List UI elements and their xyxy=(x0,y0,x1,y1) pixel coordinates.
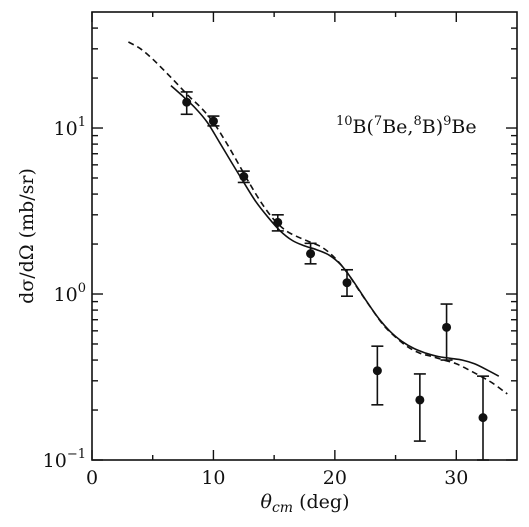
data-point-group xyxy=(207,115,220,127)
x-axis-label: θcm (deg) xyxy=(260,491,349,516)
data-point-group xyxy=(304,242,317,265)
data-point xyxy=(306,249,316,259)
data-point-group xyxy=(371,345,384,406)
y-tick-label-exponent: 0 xyxy=(78,281,86,296)
annotation-superscript: 10 xyxy=(336,114,353,129)
model-curves xyxy=(128,41,508,395)
data-point xyxy=(342,278,352,288)
axis-ticks xyxy=(91,12,517,461)
data-point-group xyxy=(271,214,284,232)
data-point xyxy=(208,116,218,126)
data-point xyxy=(478,413,488,423)
data-point-group xyxy=(237,170,250,184)
plot-frame xyxy=(91,11,518,461)
data-point-group xyxy=(341,268,353,298)
reaction-annotation: 10B(7Be,8B)9Be xyxy=(336,114,477,138)
y-tick-label-base: 10 xyxy=(43,450,67,472)
annotation-superscript: 7 xyxy=(374,114,382,129)
x-tick-label: 10 xyxy=(201,467,225,489)
y-tick-label: 10−1 xyxy=(43,447,86,472)
annotation-superscript: 8 xyxy=(413,114,421,129)
solid-model-curve xyxy=(170,84,500,377)
data-point xyxy=(273,217,283,227)
annotation-text: B( xyxy=(353,116,374,138)
data-point xyxy=(239,172,249,182)
data-point-group xyxy=(477,375,489,461)
y-tick-label-base: 10 xyxy=(54,118,78,140)
x-axis-label-subscript: cm xyxy=(272,500,293,516)
y-tick-label-base: 10 xyxy=(54,284,78,306)
data-point-group xyxy=(413,373,426,442)
y-tick-label: 100 xyxy=(54,281,86,306)
data-point xyxy=(442,322,452,332)
x-axis-label-unit: (deg) xyxy=(293,491,349,513)
data-point-group xyxy=(440,303,453,361)
data-point xyxy=(372,366,382,376)
annotation-text: Be, xyxy=(382,116,413,138)
y-tick-label-exponent: 1 xyxy=(78,115,86,130)
data-point xyxy=(415,395,425,405)
data-point-group xyxy=(180,91,193,116)
annotation-text: Be xyxy=(451,116,476,138)
data-point xyxy=(182,97,192,107)
y-axis-label: dσ/dΩ (mb/sr) xyxy=(16,168,38,304)
x-tick-label: 0 xyxy=(86,467,98,489)
y-tick-label-exponent: −1 xyxy=(67,447,86,462)
y-tick-label: 101 xyxy=(54,115,86,140)
dashed-model-curve xyxy=(128,41,508,395)
x-tick-label: 30 xyxy=(444,467,468,489)
x-tick-label: 20 xyxy=(323,467,347,489)
annotation-text: B) xyxy=(422,116,443,138)
x-axis-label-symbol: θ xyxy=(260,491,272,513)
data-points xyxy=(180,91,489,461)
annotation-superscript: 9 xyxy=(443,114,451,129)
